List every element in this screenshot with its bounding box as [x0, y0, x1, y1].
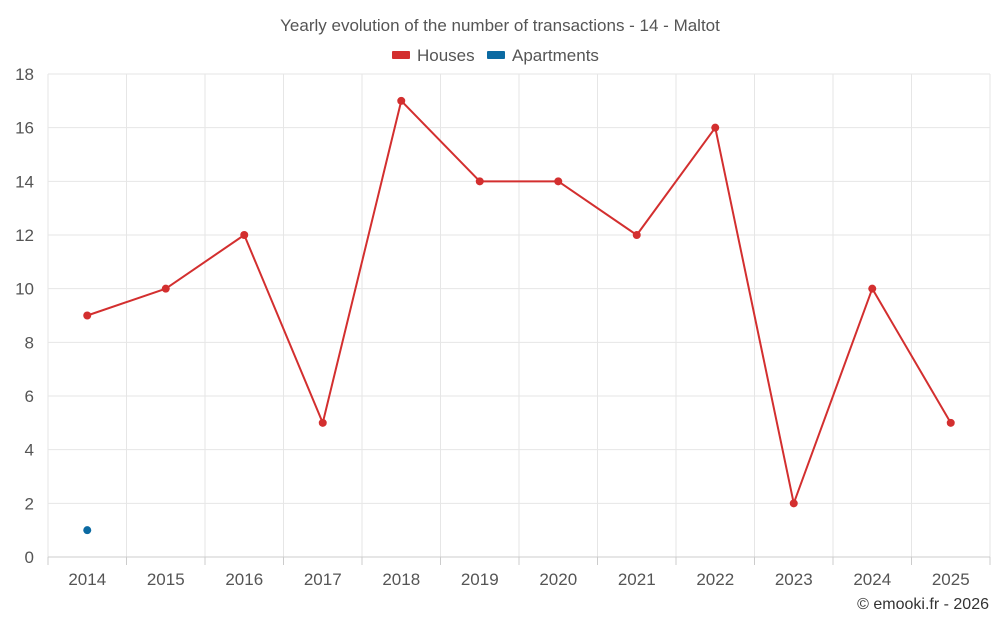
- series: [83, 96, 955, 535]
- y-tick-label: 4: [25, 441, 34, 460]
- data-point-houses[interactable]: [554, 177, 563, 186]
- data-point-houses[interactable]: [868, 284, 877, 293]
- legend-swatch-houses: [392, 51, 410, 59]
- x-tick-label: 2017: [304, 570, 342, 589]
- x-tick-label: 2020: [539, 570, 577, 589]
- data-point-houses[interactable]: [83, 311, 92, 320]
- legend-label-apartments[interactable]: Apartments: [512, 46, 599, 65]
- data-point-houses[interactable]: [789, 499, 798, 508]
- x-tick-label: 2021: [618, 570, 656, 589]
- legend-label-houses[interactable]: Houses: [417, 46, 475, 65]
- y-tick-label: 12: [15, 226, 34, 245]
- y-tick-label: 8: [25, 333, 34, 352]
- y-tick-label: 14: [15, 172, 34, 191]
- y-tick-label: 0: [25, 548, 34, 567]
- y-tick-label: 6: [25, 387, 34, 406]
- data-point-houses[interactable]: [632, 231, 641, 239]
- grid: [47, 73, 991, 557]
- x-tick-label: 2019: [461, 570, 499, 589]
- series-line-houses: [86, 99, 952, 505]
- data-point-houses[interactable]: [318, 418, 327, 427]
- x-tick-label: 2016: [225, 570, 263, 589]
- data-point-houses[interactable]: [475, 177, 484, 186]
- data-point-houses[interactable]: [711, 123, 720, 132]
- x-tick-label: 2014: [68, 570, 106, 589]
- x-tick-label: 2015: [147, 570, 185, 589]
- y-tick-label: 10: [15, 280, 34, 299]
- y-tick-label: 2: [25, 494, 34, 513]
- data-point-houses[interactable]: [946, 418, 955, 427]
- axes: 0 2 4 6 8 10 12 14 16 18 2014 2015 2016 2017 2018 2019 2…: [15, 65, 991, 589]
- x-tick-label: 2025: [932, 570, 970, 589]
- data-point-houses[interactable]: [240, 231, 249, 239]
- chart-title: Yearly evolution of the number of transa…: [280, 16, 720, 35]
- x-tick-label: 2022: [696, 570, 734, 589]
- data-point-houses[interactable]: [397, 96, 406, 105]
- credit-text: © emooki.fr - 2026: [857, 596, 989, 613]
- legend: Houses Apartments: [392, 46, 599, 65]
- y-tick-label: 18: [15, 65, 34, 84]
- legend-swatch-apartments: [487, 51, 505, 59]
- x-tick-label: 2024: [853, 570, 891, 589]
- data-point-houses[interactable]: [161, 284, 170, 293]
- x-tick-label: 2018: [382, 570, 420, 589]
- x-tick-label: 2023: [775, 570, 813, 589]
- y-tick-label: 16: [15, 119, 34, 138]
- data-point-apartments[interactable]: [83, 526, 92, 535]
